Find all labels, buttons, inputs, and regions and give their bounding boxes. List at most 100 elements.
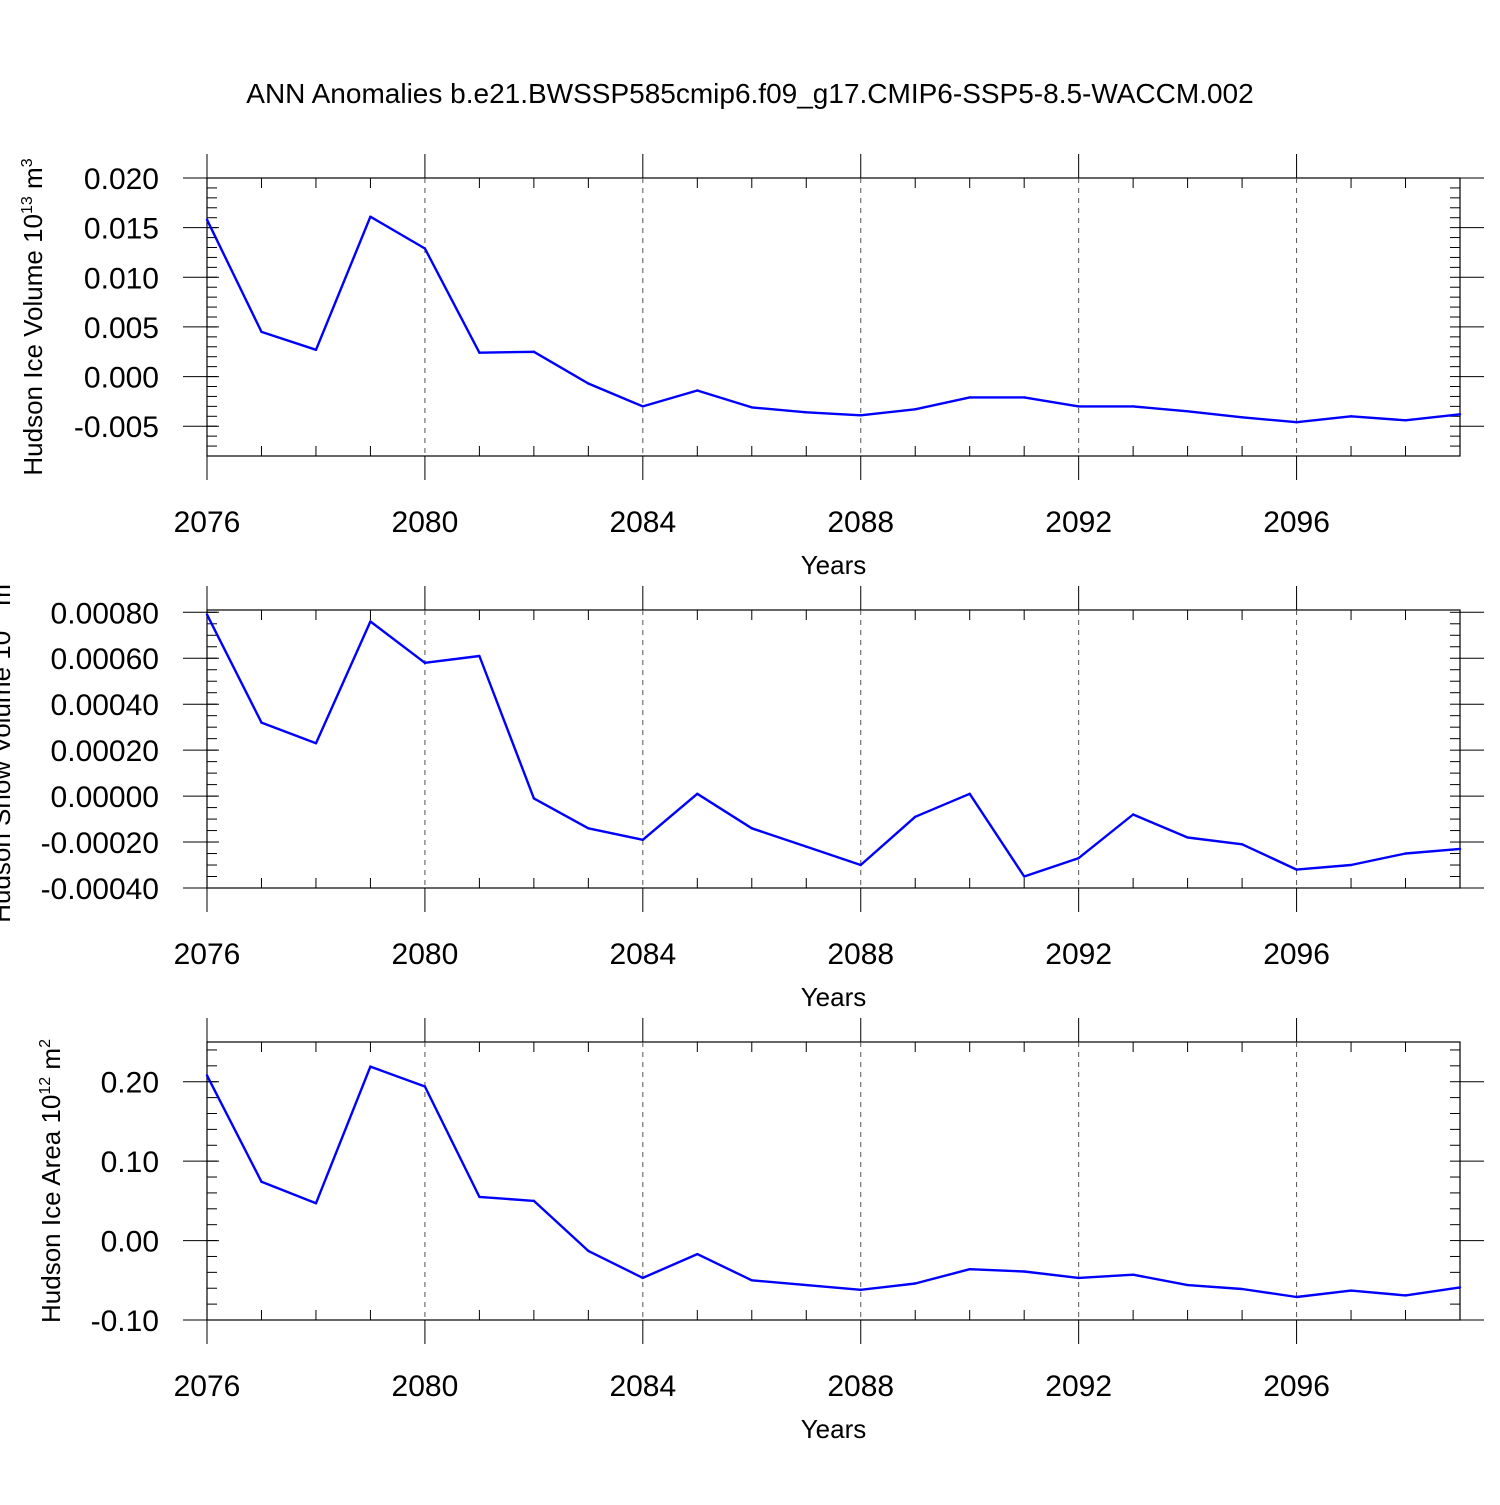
panel-2-data-point [641,838,645,841]
panel-2-y-tick-label: 0.00020 [51,735,159,768]
panel-2-y-tick-label: 0.00080 [51,597,159,630]
panel-3-x-tick-label: 2088 [827,1370,894,1403]
panel-3-data-point [968,1267,971,1271]
panel-3-data-point [1240,1287,1244,1291]
panel-2-data-point [478,654,481,658]
panel-1-x-tick-label: 2084 [609,506,676,539]
panel-3-x-tick-label: 2096 [1263,1370,1330,1403]
panel-1: 2076 2080 2084 2088 2092 2096 Years 0.020 0.015 0… [18,154,1484,580]
panel-2-x-tick-label: 2084 [609,938,676,971]
panel-2-y-tick-label: 0.00000 [51,781,159,814]
panel-3: 2076 2080 2084 2088 2092 2096 Years 0.20 0.10 0.0… [36,1018,1484,1444]
panel-3-data-point [478,1195,481,1199]
panel-3-data-point [641,1276,645,1280]
panel-3-series-line [205,1065,1461,1299]
panel-3-data-point [1077,1276,1080,1280]
panel-3-data-point [314,1202,318,1205]
panel-1-data-point [750,406,753,409]
panel-2-x-tick-label: 2088 [827,938,894,971]
panel-2-data-point [260,721,263,724]
panel-3-data-point [532,1199,536,1203]
panel-3-x-axis-label: Years [801,1414,867,1444]
panel-3-y-tick-label: 0.00 [101,1226,159,1259]
panel-3-data-point [1404,1294,1407,1297]
panel-2-data-point [859,863,862,867]
panel-1-y-axis-label: Hudson Ice Volume 1013 m3 [18,158,48,475]
panel-1-data-point [805,411,808,414]
panel-1-data-point [1022,396,1026,399]
panel-2-data-point [1240,843,1244,846]
panel-1-data-point [1349,415,1353,418]
panel-1-x-tick-label: 2092 [1045,506,1112,539]
panel-1-data-point [859,414,862,417]
panel-3-data-point [1022,1270,1026,1273]
panel-2-data-point [1295,868,1298,871]
panel-2-x-tick-label: 2096 [1263,938,1330,971]
panel-1-y-tick-label: 0.020 [84,163,159,196]
panel-2-x-tick-label: 2092 [1045,938,1112,971]
panel-3-data-point [1349,1289,1353,1292]
panel-3-data-point [859,1288,862,1292]
panel-2-y-axis-label: Hudson Snow Volume 1013 m3 [0,575,16,923]
panel-1-data-point [587,382,590,385]
panel-2-data-point [1077,856,1080,860]
panel-3-data-point [805,1283,808,1287]
panel-1-x-tick-label: 2080 [392,506,459,539]
panel-1-y-tick-label: 0.000 [84,362,159,395]
panel-1-data-point [1131,405,1135,408]
panel-2-data-point [205,613,209,616]
panel-1-x-tick-label: 2088 [827,506,894,539]
panel-2-data-point [423,661,427,665]
panel-1-data-point [205,218,209,221]
panel-1-data-point [314,348,318,351]
panel-1-data-point [260,330,263,334]
panel-3-y-tick-label: -0.10 [91,1305,159,1338]
panel-3-frame [206,1041,1461,1321]
panel-1-x-axis-label: Years [801,550,867,580]
panel-1-data-point [1295,421,1298,424]
panel-1-data-point [1240,416,1244,419]
panel-1-data-point [1458,413,1462,416]
panel-2-x-tick-label: 2080 [392,938,459,971]
panel-2-data-point [1186,836,1189,839]
panel-1-data-point [1077,405,1080,408]
panel-2-y-tick-label: -0.00040 [41,873,159,906]
panel-2-data-point [369,620,372,623]
panel-3-x-tick-label: 2080 [392,1370,459,1403]
panel-1-data-point [478,351,481,354]
panel-1-data-point [1404,419,1407,422]
panel-3-x-tick-label: 2084 [609,1370,676,1403]
panel-2-y-tick-label: -0.00020 [41,827,159,860]
panel-3-data-point [914,1282,917,1285]
panel-2-data-point [1022,875,1026,878]
panel-2-y-tick-label: 0.00040 [51,689,159,722]
panel-1-series-line [205,215,1461,424]
panel-2-data-point [914,815,917,818]
panel-2-data-point [968,792,971,796]
panel-1-y-tick-label: -0.005 [74,411,159,444]
panel-2-series-line [205,614,1461,878]
panel-3-data-point [260,1180,263,1183]
panel-2-x-tick-label: 2076 [174,938,241,971]
panel-3-data-point [369,1065,372,1068]
panel-1-x-tick-label: 2096 [1263,506,1330,539]
panel-3-data-point [1131,1273,1135,1276]
panel-2-data-point [314,742,318,745]
panel-2-x-axis-label: Years [801,982,867,1012]
panel-2: 2076 2080 2084 2088 2092 2096 Years 0.00080 0.00… [0,575,1484,1012]
panel-2-data-point [532,797,536,800]
panel-2-data-point [805,845,808,848]
panel-2-data-point [587,827,590,830]
panel-3-y-tick-label: 0.20 [101,1067,159,1100]
panel-2-frame [206,609,1461,889]
panel-1-data-point [532,350,536,353]
panel-3-data-point [696,1252,699,1256]
panel-3-data-point [587,1249,590,1253]
panel-3-data-point [1458,1286,1462,1289]
panel-3-data-point [1295,1295,1298,1299]
panel-1-data-point [968,396,971,399]
panel-3-data-point [423,1085,427,1088]
panel-2-data-point [696,792,699,796]
panel-3-x-tick-label: 2092 [1045,1370,1112,1403]
panel-3-y-tick-label: 0.10 [101,1146,159,1179]
